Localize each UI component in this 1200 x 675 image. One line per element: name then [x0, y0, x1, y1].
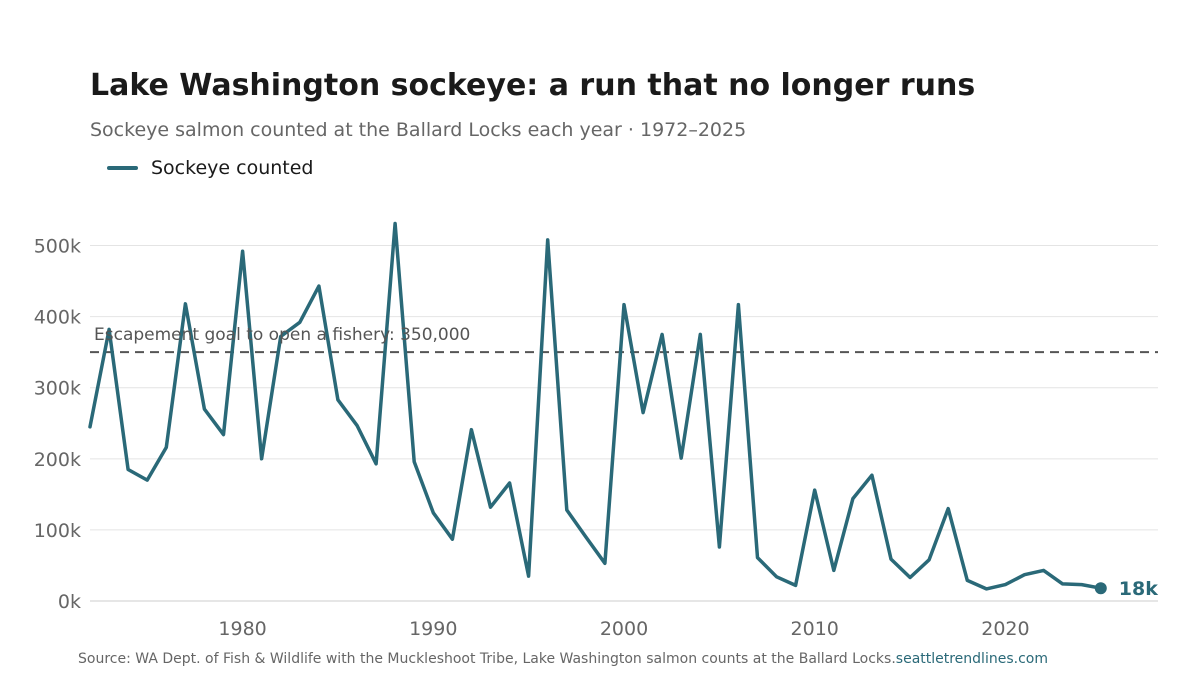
y-tick-label: 200k [34, 449, 81, 471]
x-tick-label: 1980 [218, 618, 266, 640]
footer: Source: WA Dept. of Fish & Wildlife with… [78, 651, 1048, 667]
y-tick-label: 0k [58, 591, 81, 613]
legend: Sockeye counted [107, 157, 313, 179]
legend-swatch [107, 166, 138, 170]
sockeye-line [88, 221, 1103, 591]
end-value-label: 18k [1119, 578, 1158, 600]
y-tick-label: 400k [34, 307, 81, 329]
y-tick-label: 100k [34, 520, 81, 542]
y-tick-label: 300k [34, 378, 81, 400]
end-point-marker [1094, 582, 1107, 595]
chart-title: Lake Washington sockeye: a run that no l… [90, 68, 976, 103]
y-tick-label: 500k [34, 236, 81, 258]
source-note: Source: WA Dept. of Fish & Wildlife with… [78, 651, 896, 667]
x-tick-label: 1990 [409, 618, 457, 640]
x-tick-label: 2020 [981, 618, 1029, 640]
legend-label: Sockeye counted [151, 157, 314, 179]
chart-subtitle: Sockeye salmon counted at the Ballard Lo… [90, 119, 747, 141]
x-tick-label: 2000 [600, 618, 648, 640]
site-credit: seattletrendlines.com [895, 651, 1048, 667]
x-tick-label: 2010 [791, 618, 839, 640]
goal-reference-label: Escapement goal to open a fishery: 350,0… [94, 325, 470, 345]
